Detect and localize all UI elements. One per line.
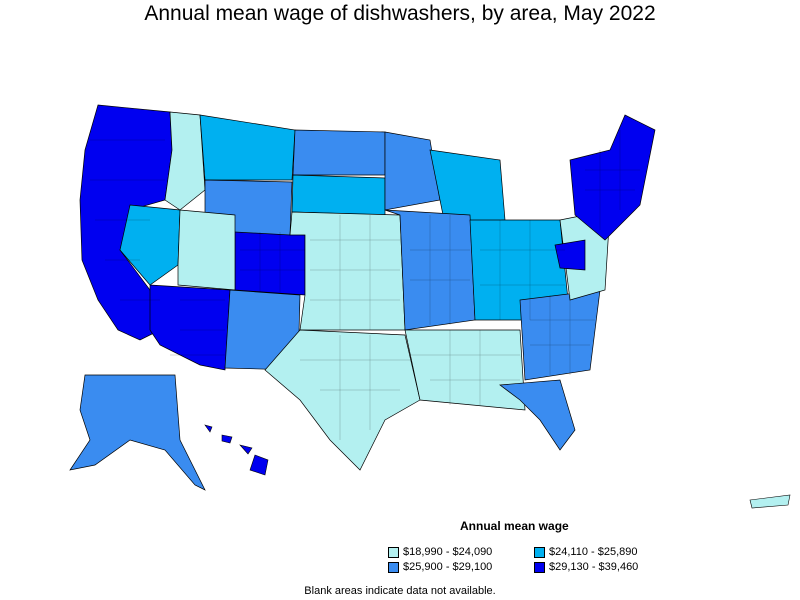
region-deep-south [404, 329, 526, 411]
region-utah [177, 209, 236, 291]
region-maryland-dc [554, 239, 586, 271]
region-north-dakota [292, 129, 386, 176]
region-puerto-rico [749, 494, 791, 509]
legend-title: Annual mean wage [460, 519, 569, 533]
legend-item-4: $29,130 - $39,460 [534, 561, 638, 573]
region-minnesota [384, 131, 441, 211]
region-nevada [119, 204, 181, 286]
region-alaska [69, 374, 206, 491]
region-southwest [149, 284, 231, 371]
region-plains [289, 211, 406, 331]
legend-swatch-4 [534, 561, 545, 573]
region-montana [199, 114, 296, 181]
legend-item-3: $25,900 - $29,100 [388, 561, 492, 573]
legend-label-3: $25,900 - $29,100 [403, 561, 493, 573]
region-hawaii [204, 424, 269, 476]
legend-label-2: $24,110 - $25,890 [549, 546, 638, 558]
region-southeast [519, 289, 601, 381]
region-south-dakota [291, 174, 386, 216]
legend-item-1: $18,990 - $24,090 [388, 546, 492, 558]
region-midwest [384, 209, 476, 331]
region-colorado [234, 229, 306, 296]
region-florida [499, 379, 576, 451]
map-title: Annual mean wage of dishwashers, by area… [144, 2, 656, 25]
region-texas [264, 329, 421, 471]
legend-label-1: $18,990 - $24,090 [403, 546, 493, 558]
legend-swatch-1 [388, 546, 399, 558]
area-borders [90, 130, 640, 440]
data-availability-note: Blank areas indicate data not available. [304, 585, 496, 597]
legend-swatch-2 [534, 546, 545, 558]
region-idaho [164, 111, 206, 211]
legend-label-4: $29,130 - $39,460 [549, 561, 639, 573]
region-northeast [569, 114, 656, 241]
legend-swatch-3 [388, 561, 399, 573]
legend-item-2: $24,110 - $25,890 [534, 546, 637, 558]
